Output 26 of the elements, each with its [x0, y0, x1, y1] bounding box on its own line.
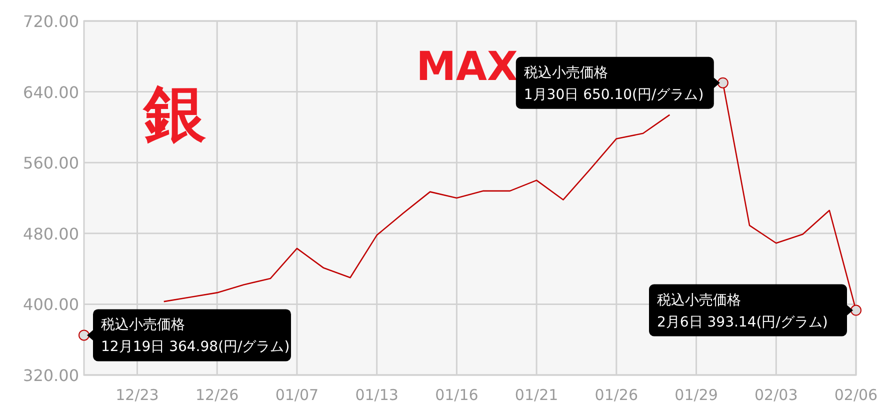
point: [78, 330, 90, 341]
annotation: 税込小売価格 12月19日 364.98(円/グラム): [101, 317, 290, 356]
x-tick-label: 12/26: [195, 386, 239, 404]
x-tick-label: 01/16: [435, 386, 478, 404]
y-tick-label: 320.00: [23, 366, 79, 385]
x-tick-label: 01/26: [594, 386, 638, 404]
x-tick-label: 02/06: [834, 386, 878, 404]
x-tick-label: 01/21: [514, 386, 558, 404]
annotation: 税込小売価格 1月30日 650.10(円/グラム): [524, 64, 704, 103]
point: [850, 304, 862, 316]
annotation: 税込小売価格 2月6日 393.14(円/グラム): [657, 292, 828, 330]
tooltip: 税込小売価格 2月6日 393.14(円/グラム): [649, 284, 862, 336]
y-tick-label: 640.00: [23, 82, 79, 102]
x-tick-label: 12/23: [116, 386, 159, 404]
y-tick-label: 560.00: [23, 154, 79, 173]
y-tick-label: 480.00: [23, 224, 79, 244]
tooltip: 税込小売価格 12月19日 364.98(円/グラム): [78, 309, 291, 362]
x-tick-label: 01/29: [674, 386, 718, 404]
x-tick-label: 02/03: [754, 386, 798, 404]
tooltip: 税込小売価格 1月30日 650.10(円/グラム): [516, 56, 728, 109]
annotation: 銀: [142, 77, 207, 150]
point: [717, 77, 728, 88]
x-tick-label: 01/13: [355, 386, 398, 404]
y-tick-label: 720.00: [23, 12, 79, 31]
y-tick-label: 400.00: [23, 295, 79, 314]
x-tick-label: 01/07: [275, 386, 319, 404]
